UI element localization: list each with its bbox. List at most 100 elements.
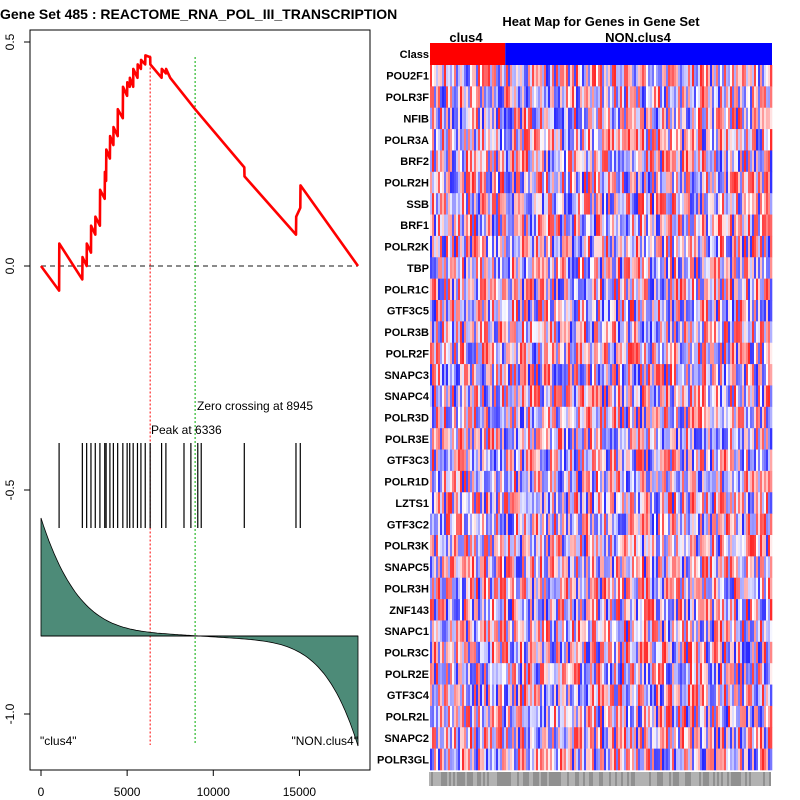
heatmap-cell bbox=[524, 385, 527, 408]
heatmap-cell bbox=[466, 577, 469, 600]
heatmap-cell bbox=[602, 342, 605, 365]
heatmap-cell bbox=[466, 364, 469, 386]
heatmap-cell bbox=[546, 193, 549, 215]
heatmap-cell bbox=[622, 449, 625, 472]
heatmap-cell bbox=[692, 599, 695, 621]
heatmap-cell bbox=[496, 129, 499, 151]
heatmap-cell bbox=[664, 278, 667, 301]
heatmap-cell bbox=[430, 577, 433, 600]
heatmap-cell bbox=[586, 65, 589, 87]
heatmap-cell bbox=[632, 449, 635, 472]
heatmap-cell bbox=[444, 235, 447, 258]
heatmap-cell bbox=[454, 300, 457, 322]
heatmap-cell bbox=[602, 641, 605, 664]
heatmap-cell bbox=[440, 385, 443, 408]
heatmap-cell bbox=[660, 513, 663, 536]
heatmap-cell bbox=[728, 385, 731, 408]
heatmap-cell bbox=[464, 300, 467, 322]
heatmap-cell bbox=[448, 556, 451, 579]
heatmap-cell bbox=[612, 235, 615, 258]
heatmap-cell bbox=[470, 492, 473, 514]
heatmap-cell bbox=[510, 364, 513, 386]
heatmap-cell bbox=[468, 129, 471, 151]
heatmap-cell bbox=[476, 214, 479, 237]
heatmap-cell bbox=[518, 406, 521, 429]
heatmap-cell bbox=[674, 235, 677, 258]
heatmap-cell bbox=[554, 535, 557, 557]
heatmap-cell bbox=[618, 492, 621, 514]
heatmap-cell bbox=[514, 513, 517, 536]
heatmap-cell bbox=[440, 577, 443, 600]
heatmap-cell bbox=[694, 107, 697, 130]
heatmap-cell bbox=[500, 235, 503, 258]
heatmap-cell bbox=[452, 278, 455, 301]
heatmap-cell bbox=[576, 385, 579, 408]
heatmap-cell bbox=[734, 129, 737, 151]
heatmap-cell bbox=[478, 556, 481, 579]
heatmap-cell bbox=[564, 86, 567, 109]
heatmap-cell bbox=[664, 107, 667, 130]
heatmap-cell bbox=[486, 470, 489, 493]
heatmap-cell bbox=[506, 620, 509, 643]
heatmap-cell bbox=[430, 599, 433, 621]
heatmap-cell bbox=[724, 364, 727, 386]
heatmap-cell bbox=[570, 257, 573, 279]
heatmap-cell bbox=[588, 470, 591, 493]
heatmap-cell bbox=[692, 257, 695, 279]
heatmap-cell bbox=[522, 556, 525, 579]
heatmap-cell bbox=[738, 129, 741, 151]
heatmap-cell bbox=[732, 342, 735, 365]
heatmap-cell bbox=[524, 107, 527, 130]
heatmap-cell bbox=[470, 257, 473, 279]
heatmap-cell bbox=[646, 556, 649, 579]
heatmap-cell bbox=[488, 513, 491, 536]
heatmap-cell bbox=[644, 470, 647, 493]
heatmap-cell bbox=[534, 513, 537, 536]
heatmap-cell bbox=[688, 406, 691, 429]
heatmap-cell bbox=[758, 129, 761, 151]
heatmap-cell bbox=[594, 342, 597, 365]
heatmap-cell bbox=[548, 235, 551, 258]
heatmap-cell bbox=[726, 385, 729, 408]
heatmap-cell bbox=[676, 342, 679, 365]
heatmap-cell bbox=[578, 214, 581, 237]
heatmap-cell bbox=[698, 470, 701, 493]
heatmap-cell bbox=[658, 492, 661, 514]
heatmap-cell bbox=[702, 235, 705, 258]
heatmap-cell bbox=[478, 364, 481, 386]
heatmap-cell bbox=[654, 556, 657, 579]
heatmap-cell bbox=[460, 449, 463, 472]
heatmap-cell bbox=[766, 535, 769, 557]
heatmap-cell bbox=[480, 342, 483, 365]
heatmap-cell bbox=[636, 257, 639, 279]
heatmap-cell bbox=[442, 620, 445, 643]
heatmap-cell bbox=[496, 535, 499, 557]
heatmap-cell bbox=[702, 364, 705, 386]
heatmap-cell bbox=[588, 86, 591, 109]
heatmap-cell bbox=[676, 214, 679, 237]
heatmap-cell bbox=[616, 150, 619, 173]
heatmap-cell bbox=[712, 577, 715, 600]
heatmap-cell bbox=[674, 321, 677, 344]
heatmap-cell bbox=[492, 556, 495, 579]
heatmap-cell bbox=[472, 107, 475, 130]
heatmap-cell bbox=[432, 385, 435, 408]
heatmap-cell bbox=[480, 641, 483, 664]
heatmap-cell bbox=[604, 556, 607, 579]
heatmap-cell bbox=[740, 171, 743, 194]
heatmap-cell bbox=[672, 406, 675, 429]
heatmap-cell bbox=[596, 342, 599, 365]
heatmap-cell bbox=[596, 449, 599, 472]
heatmap-cell bbox=[448, 214, 451, 237]
heatmap-cell bbox=[624, 342, 627, 365]
heatmap-cell bbox=[508, 513, 511, 536]
heatmap-cell bbox=[736, 492, 739, 514]
heatmap-cell bbox=[518, 513, 521, 536]
heatmap-cell bbox=[678, 107, 681, 130]
heatmap-cell bbox=[672, 257, 675, 279]
heatmap-cell bbox=[606, 470, 609, 493]
heatmap-cell bbox=[642, 193, 645, 215]
heatmap-cell bbox=[616, 641, 619, 664]
heatmap-cell bbox=[494, 342, 497, 365]
heatmap-cell bbox=[672, 321, 675, 344]
